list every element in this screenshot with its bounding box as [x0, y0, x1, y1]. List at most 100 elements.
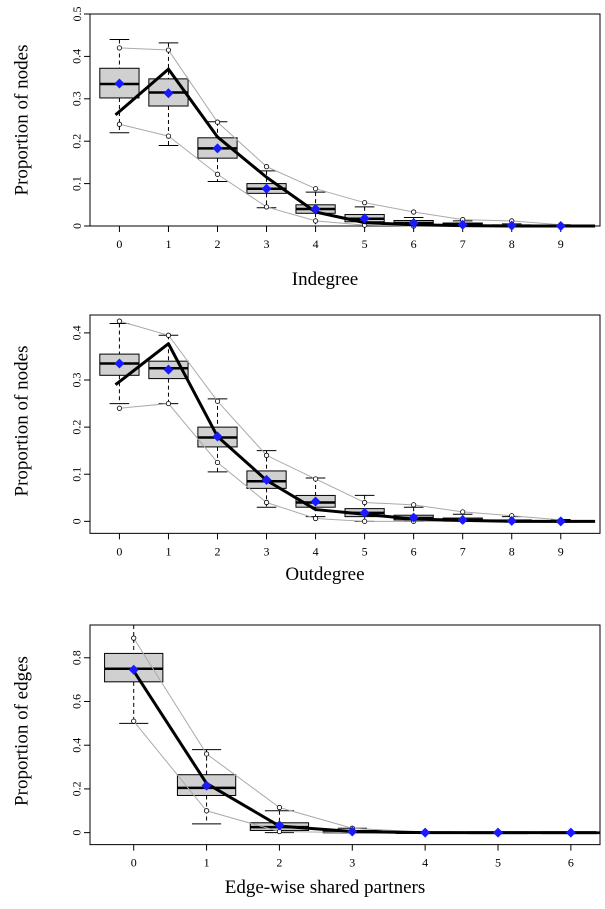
- y-tick-label: 0: [70, 223, 84, 229]
- mean-point: [114, 78, 125, 89]
- lower-envelope-point: [116, 405, 123, 411]
- observed-line: [132, 670, 597, 835]
- upper-envelope-point: [116, 318, 123, 324]
- mean-point: [359, 507, 370, 518]
- mean-point: [347, 826, 358, 837]
- mean-point: [359, 213, 370, 224]
- x-tick-label: 8: [509, 237, 515, 251]
- lower-envelope-point: [263, 204, 270, 210]
- x-tick-label: 0: [116, 237, 122, 251]
- upper-envelope-point: [165, 332, 172, 338]
- plot-frame: [89, 624, 601, 846]
- x-tick-label: 2: [215, 544, 221, 558]
- x-axis-title: Indegree: [292, 269, 358, 290]
- y-axis-title: Proportion of edges: [11, 656, 32, 806]
- x-tick-label: 1: [204, 856, 210, 870]
- upper-envelope-point: [312, 186, 319, 192]
- upper-envelope-point: [411, 502, 417, 508]
- mean-point: [310, 496, 321, 507]
- lower-envelope-point: [131, 718, 137, 724]
- y-tick-label: 0.1: [70, 176, 84, 191]
- lower-envelope-line: [119, 403, 561, 522]
- y-tick-label: 0: [70, 518, 84, 524]
- mean-point: [261, 474, 272, 485]
- x-tick-label: 7: [460, 544, 466, 558]
- x-tick-label: 2: [215, 237, 221, 251]
- lower-envelope-point: [116, 121, 123, 127]
- x-tick-label: 9: [558, 237, 564, 251]
- mean-point: [493, 827, 503, 838]
- upper-envelope-point: [203, 751, 210, 757]
- upper-envelope-point: [263, 452, 270, 458]
- x-tick-label: 9: [558, 544, 564, 558]
- y-tick-label: 0.2: [70, 781, 84, 796]
- mean-point: [261, 183, 272, 194]
- y-tick-label: 0.8: [70, 650, 84, 665]
- mean-point: [212, 143, 223, 154]
- upper-envelope-point: [460, 509, 466, 515]
- mean-point: [420, 827, 431, 838]
- x-tick-label: 5: [362, 237, 368, 251]
- x-tick-label: 8: [509, 544, 515, 558]
- x-tick-label: 3: [349, 856, 355, 870]
- mean-point: [201, 780, 212, 791]
- y-tick-label: 0.1: [70, 467, 84, 482]
- x-tick-label: 1: [165, 544, 171, 558]
- x-tick-label: 7: [460, 237, 466, 251]
- chart-panel-3: 0 0.2 0.4 0.6 0.8 0 1 2 3 4 5 6 Edge-wise shared par…: [11, 624, 601, 898]
- x-tick-label: 3: [264, 237, 270, 251]
- lower-envelope-point: [214, 171, 221, 177]
- y-tick-label: 0.5: [70, 7, 84, 22]
- mean-point: [457, 219, 468, 230]
- x-axis-title: Outdegree: [285, 564, 364, 585]
- mean-point: [310, 204, 321, 215]
- lower-envelope-point: [203, 808, 210, 814]
- lower-envelope-point: [165, 133, 172, 139]
- mean-point: [555, 516, 566, 527]
- y-tick-label: 0.4: [70, 738, 84, 753]
- x-tick-label: 4: [313, 237, 319, 251]
- x-tick-label: 2: [276, 856, 282, 870]
- lower-envelope-line: [119, 123, 561, 227]
- chart-panel-2: 0 0.1 0.2 0.3 0.4 0 1 2 3 4 5 6 7 8 9 Outdegree Proporti…: [11, 314, 601, 585]
- y-tick-label: 0: [70, 830, 84, 836]
- lower-envelope-point: [263, 499, 270, 506]
- y-tick-label: 0.4: [70, 49, 84, 64]
- mean-point: [128, 664, 139, 675]
- lower-envelope-point: [312, 515, 319, 522]
- x-tick-label: 1: [165, 237, 171, 251]
- y-tick-label: 0.2: [70, 420, 84, 435]
- upper-envelope-point: [411, 209, 417, 215]
- x-tick-label: 6: [411, 237, 417, 251]
- mean-point: [114, 358, 125, 369]
- mean-point: [457, 514, 468, 525]
- x-tick-label: 5: [495, 856, 501, 870]
- y-tick-label: 0.3: [70, 373, 84, 388]
- x-tick-label: 0: [116, 544, 122, 558]
- upper-envelope-point: [362, 499, 368, 506]
- upper-envelope-line: [119, 320, 561, 521]
- y-tick-label: 0.4: [70, 325, 84, 340]
- lower-envelope-point: [165, 400, 172, 407]
- y-axis-title: Proportion of nodes: [11, 346, 32, 497]
- mean-point: [274, 820, 285, 831]
- x-tick-label: 4: [313, 544, 319, 558]
- upper-envelope-point: [263, 164, 270, 170]
- chart-panel-1: 0 0.1 0.2 0.3 0.4 0.5 0 1 2 3 4 5 6 7 8 9 Indegree Propor…: [11, 7, 601, 290]
- upper-envelope-point: [276, 804, 283, 811]
- x-tick-label: 6: [568, 856, 574, 870]
- lower-envelope-point: [214, 459, 221, 466]
- mean-point: [408, 218, 419, 229]
- y-tick-label: 0.6: [70, 694, 84, 709]
- upper-envelope-line: [133, 637, 571, 834]
- upper-envelope-point: [362, 200, 368, 206]
- mean-point: [506, 220, 517, 231]
- x-tick-label: 3: [264, 544, 270, 558]
- y-axis-title: Proportion of nodes: [11, 45, 32, 196]
- upper-envelope-point: [214, 398, 221, 404]
- x-axis-title: Edge-wise shared partners: [225, 877, 425, 898]
- upper-envelope-line: [119, 47, 561, 226]
- upper-envelope-point: [312, 476, 319, 482]
- lower-envelope-point: [312, 218, 319, 224]
